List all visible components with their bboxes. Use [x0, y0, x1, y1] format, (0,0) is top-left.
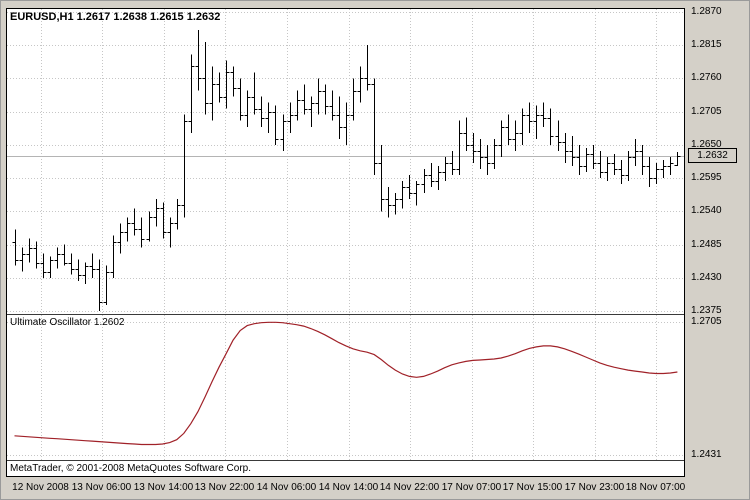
time-axis-label: 14 Nov 22:00: [379, 482, 440, 493]
price-axis-label: 1.2760: [691, 72, 722, 84]
time-axis-label: 14 Nov 14:00: [318, 482, 379, 493]
price-axis-label: 1.2815: [691, 39, 722, 51]
price-axis-label: 1.2540: [691, 205, 722, 217]
oscillator-chart[interactable]: [7, 315, 684, 460]
indicator-label: Ultimate Oscillator 1.2602: [10, 317, 125, 328]
indicator-axis-label: 1.2705: [691, 316, 722, 328]
price-chart[interactable]: [7, 9, 684, 314]
price-axis-label: 1.2430: [691, 271, 722, 283]
time-axis-label: 14 Nov 06:00: [256, 482, 317, 493]
price-scale[interactable]: 1.2632 1.2705 1.2431 1.2870 1.2815 1.2760 1…: [687, 6, 749, 477]
copyright-footer: MetaTrader, © 2001-2008 MetaQuotes Softw…: [7, 461, 684, 476]
price-axis-label: 1.2870: [691, 6, 722, 18]
indicator-axis-label: 1.2431: [691, 448, 722, 460]
time-axis-label: 17 Nov 23:00: [564, 482, 625, 493]
time-axis-label: 13 Nov 14:00: [133, 482, 194, 493]
price-axis-label: 1.2485: [691, 238, 722, 250]
price-axis-label: 1.2650: [691, 138, 722, 150]
time-axis-label: 17 Nov 15:00: [502, 482, 563, 493]
time-axis-label: 12 Nov 2008: [12, 482, 69, 493]
time-axis-label: 18 Nov 07:00: [625, 482, 686, 493]
panel-divider[interactable]: [7, 314, 684, 315]
time-axis-label: 13 Nov 06:00: [71, 482, 132, 493]
time-axis-label: 17 Nov 07:00: [441, 482, 502, 493]
time-axis-label: 13 Nov 22:00: [194, 482, 255, 493]
chart-frame: EURUSD,H1 1.2617 1.2638 1.2615 1.2632 Ul…: [6, 8, 685, 477]
price-axis-label: 1.2375: [691, 304, 722, 316]
current-price-badge: 1.2632: [688, 148, 737, 164]
price-axis-label: 1.2595: [691, 172, 722, 184]
panel-divider[interactable]: [7, 460, 684, 461]
price-axis-label: 1.2705: [691, 105, 722, 117]
symbol-ohlc-header: EURUSD,H1 1.2617 1.2638 1.2615 1.2632: [10, 11, 221, 23]
time-axis[interactable]: 12 Nov 2008 13 Nov 06:00 13 Nov 14:00 13 No…: [6, 482, 748, 496]
